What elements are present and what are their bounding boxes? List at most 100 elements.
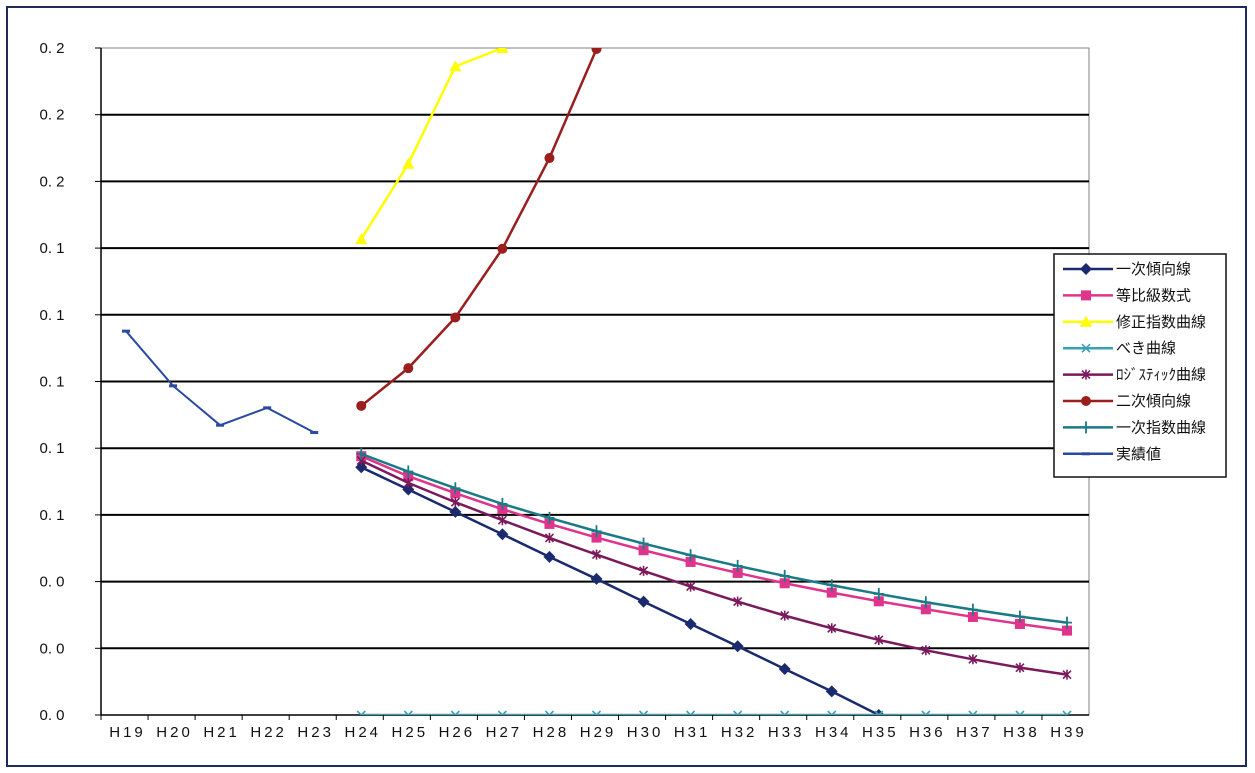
data-point (450, 482, 461, 495)
data-point (686, 581, 696, 592)
series-7 (122, 329, 319, 435)
series-line (360, 455, 1068, 632)
data-point (591, 549, 602, 560)
data-point (1062, 669, 1072, 680)
data-point (732, 559, 743, 572)
data-point (638, 565, 649, 576)
series-6 (356, 447, 1072, 629)
x-tick-label: H 2 1 (203, 724, 237, 741)
series-5 (356, 48, 602, 411)
x-tick-label: H 2 9 (580, 724, 614, 741)
x-tick-label: H 3 3 (768, 724, 802, 741)
series-line (360, 459, 1068, 676)
data-point (1062, 625, 1072, 636)
series-0 (355, 461, 885, 715)
legend-label: 修正指数曲線 (1116, 313, 1206, 331)
x-tick-label: H 2 8 (533, 724, 567, 741)
data-point (544, 511, 555, 524)
data-point (1062, 616, 1072, 629)
data-point (685, 549, 696, 562)
x-tick-label: H 2 3 (297, 724, 331, 741)
data-point (403, 465, 414, 478)
data-point (638, 545, 649, 556)
y-tick-label: 0. 1 (39, 440, 64, 457)
data-point (872, 709, 885, 715)
data-point (827, 623, 837, 634)
data-point (403, 363, 414, 374)
series-3 (356, 710, 1072, 715)
data-point (873, 587, 884, 600)
data-point (967, 603, 978, 616)
data-point (591, 532, 602, 543)
x-tick-label: H 3 6 (909, 724, 943, 741)
data-point (827, 710, 837, 715)
data-point (637, 595, 650, 608)
data-point (450, 312, 461, 323)
data-point (402, 157, 415, 169)
data-point (356, 447, 367, 460)
data-point (967, 611, 978, 622)
legend-label: 等比級数式 (1116, 286, 1191, 304)
data-point (497, 515, 507, 526)
data-point (779, 578, 790, 589)
data-point (497, 243, 508, 254)
data-point (733, 596, 743, 607)
data-point (544, 532, 555, 543)
legend-marker (1081, 343, 1091, 353)
y-tick-label: 0. 1 (39, 374, 64, 391)
data-point (1015, 662, 1025, 673)
legend-label: ﾛｼﾞｽﾃｨｯｸ曲線 (1116, 366, 1206, 384)
data-point (780, 610, 790, 621)
data-point (356, 710, 366, 715)
x-tick-label: H 3 7 (956, 724, 990, 741)
data-point (544, 153, 555, 164)
x-tick-label: H 3 4 (815, 724, 849, 741)
y-tick-label: 0. 2 (39, 173, 64, 190)
data-point (920, 604, 931, 615)
data-point (685, 556, 696, 567)
y-tick-label: 0. 1 (39, 307, 64, 324)
y-axis-ticks: 0. 2 0. 2 0. 2 0. 1 0. 1 0. 1 0. 1 0. 1 0. 0 0. 0… (39, 40, 1089, 724)
y-tick-label: 0. 0 (39, 707, 64, 724)
data-point (825, 685, 838, 698)
series-line (360, 48, 598, 407)
x-tick-label: H 2 4 (344, 724, 378, 741)
legend-label: 二次傾向線 (1116, 392, 1191, 410)
data-point (496, 48, 509, 53)
series-4 (356, 455, 1072, 680)
y-tick-label: 0. 2 (39, 40, 64, 57)
x-tick-label: H 3 0 (627, 724, 661, 741)
data-point (543, 550, 556, 563)
data-point (826, 579, 837, 592)
legend-label: 一次傾向線 (1116, 260, 1191, 278)
data-point (920, 596, 931, 609)
data-point (497, 710, 507, 715)
data-point (591, 48, 602, 54)
data-point (780, 710, 790, 715)
data-point (450, 497, 460, 508)
legend-marker (1081, 421, 1091, 434)
legend-label: 一次指数曲線 (1116, 418, 1206, 436)
data-point (403, 477, 413, 488)
data-point (450, 710, 460, 715)
data-point (731, 640, 744, 653)
data-point (921, 645, 931, 656)
data-point (686, 710, 696, 715)
data-point (874, 634, 884, 645)
x-tick-label: H 2 2 (250, 724, 284, 741)
data-point (1015, 710, 1025, 715)
legend-marker (1080, 315, 1092, 327)
data-point (826, 587, 837, 598)
x-tick-label: H 3 8 (1003, 724, 1037, 741)
data-point (779, 569, 790, 582)
legend-label: 実績値 (1116, 445, 1161, 463)
x-tick-label: H 3 2 (721, 724, 755, 741)
data-point (356, 400, 367, 411)
legend-marker (1081, 369, 1091, 380)
data-point (732, 567, 743, 578)
x-tick-label: H 1 9 (109, 724, 143, 741)
y-tick-label: 0. 1 (39, 507, 64, 524)
data-point (544, 710, 555, 715)
x-tick-label: H 2 5 (392, 724, 426, 741)
